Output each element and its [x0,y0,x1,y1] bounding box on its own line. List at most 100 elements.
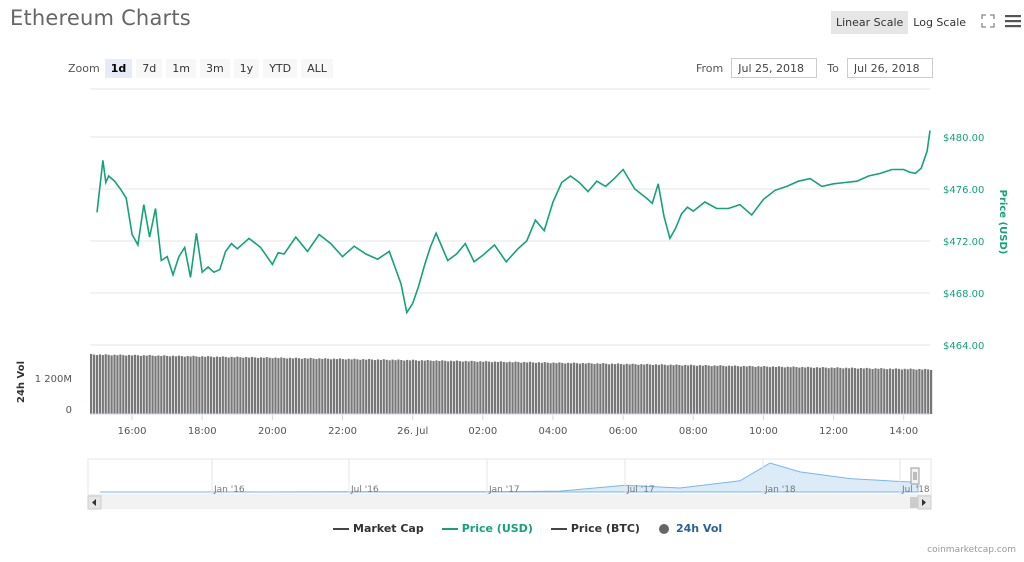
volume-bar [915,369,918,414]
volume-bar [432,361,435,414]
volume-bar [291,358,295,414]
volume-bar [470,360,473,414]
zoom-1y-button[interactable]: 1y [233,59,260,78]
price-axis-title: Price (USD) [997,190,1008,255]
volume-bar [485,361,488,414]
zoom-1m-button[interactable]: 1m [166,59,196,78]
volume-bar [335,359,339,414]
volume-bar [180,356,183,414]
volume-bar [827,368,830,414]
volume-bar [836,367,839,414]
volume-bar [613,364,617,414]
volume-bar [713,365,716,414]
log-scale-button[interactable]: Log Scale [913,16,967,29]
volume-bar [927,369,930,414]
navigator-ticks: Jan '16 Jul '16 Jan '17 Jul '17 Jan '18 Jul '… [211,459,930,495]
volume-bar [889,368,892,414]
scroll-thumb[interactable] [910,497,918,508]
fullscreen-icon[interactable] [981,13,995,32]
volume-bar [189,356,192,414]
volume-bar [438,361,441,414]
zoom-all-button[interactable]: ALL [301,59,333,78]
volume-bar [113,354,116,414]
volume-bars [90,354,933,415]
x-tick-label: 20:00 [258,426,287,437]
volume-bar [414,360,418,414]
volume-bar [379,359,382,414]
volume-bar [505,362,508,414]
volume-bar [128,354,131,414]
y-tick-label: $472.00 [943,237,984,248]
volume-bar [248,357,251,414]
volume-bar [482,361,485,414]
volume-bar [274,357,277,414]
volume-bar [672,365,675,414]
volume-bar [426,360,429,414]
volume-bar [909,368,912,414]
volume-bar [92,354,96,414]
volume-bar [98,354,101,414]
volume-bar [107,354,110,414]
dot-swatch-icon [658,523,669,534]
volume-bar [570,363,573,414]
to-date-input[interactable] [846,58,933,78]
linear-scale-button[interactable]: Linear Scale [831,11,909,34]
volume-bar [722,365,725,414]
volume-bar [736,366,740,414]
volume-bar [552,362,555,414]
volume-bar [572,362,576,414]
legend-price-btc[interactable]: Price (BTC) [550,522,640,535]
volume-bar [883,368,886,414]
zoom-ytd-button[interactable]: YTD [263,59,298,78]
navigator-scrollbar[interactable] [87,495,932,510]
navigator-handle[interactable] [910,467,920,485]
zoom-1d-button[interactable]: 1d [104,59,133,78]
legend-price-usd[interactable]: Price (USD) [441,522,533,535]
zoom-3m-button[interactable]: 3m [199,59,230,78]
from-date-input[interactable] [731,58,818,78]
legend-market-cap[interactable]: Market Cap [333,522,424,535]
menu-icon[interactable] [1005,13,1022,32]
volume-bar [215,356,219,414]
volume-bar [289,357,292,414]
volume-bar [681,365,684,414]
volume-bar [171,355,175,414]
volume-bar [801,367,804,414]
volume-bar [110,355,113,414]
volume-bar [608,364,611,414]
volume-bar [605,363,608,414]
volume-bar [561,362,564,414]
legend-24h-vol[interactable]: 24h Vol [658,522,722,535]
volume-bar [467,361,470,414]
volume-bar [341,359,344,414]
volume-bar [286,358,289,414]
time-axis-ticks: 16:00 18:00 20:00 22:00 26. Jul 02:00 04:00 06:… [118,415,918,437]
volume-bar [850,367,854,414]
volume-bar [224,356,227,414]
volume-bar [874,368,877,414]
navigator[interactable]: Jan '16 Jul '16 Jan '17 Jul '17 Jan '18 Jul '… [87,458,932,496]
volume-bar [537,362,540,414]
volume-bar [906,369,909,414]
volume-bar [517,362,520,414]
volume-bar [886,369,889,414]
scale-toggle: Linear Scale Log Scale [831,11,1022,34]
volume-bar [277,358,280,414]
volume-bar [540,362,543,414]
volume-bar [204,356,207,414]
volume-bar [119,354,122,414]
volume-bar [160,356,163,414]
volume-bar [242,357,245,414]
y-tick-label: $480.00 [943,133,984,144]
volume-bar [230,356,233,414]
zoom-7d-button[interactable]: 7d [136,59,163,78]
volume-bar [373,360,377,414]
volume-bar [634,364,637,414]
volume-bar [309,357,312,414]
volume-bar [195,356,198,414]
volume-bar [739,366,742,414]
volume-bar [640,364,643,414]
navigator-tick-label: Jul '16 [350,485,379,495]
volume-bar [523,362,526,414]
volume-bar [95,355,99,414]
